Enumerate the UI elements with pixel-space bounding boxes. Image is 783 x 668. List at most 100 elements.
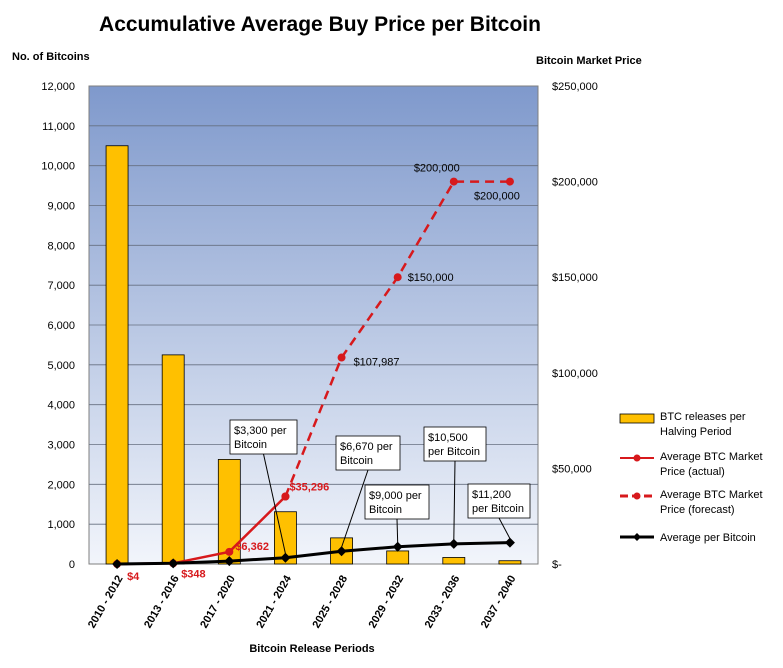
- callout-box: [335, 435, 401, 471]
- callout-pointer: [263, 453, 286, 554]
- callout-box: [423, 426, 487, 462]
- y-tick-label: 6,000: [47, 320, 75, 332]
- data-labels: $4 $348 $6,362 $35,296 $107,987 $150,000 $200,…: [127, 163, 520, 583]
- bar: [442, 557, 466, 565]
- line-series: [112, 177, 515, 569]
- y-tick-label: 0: [69, 559, 75, 571]
- legend-label: Average BTC Market: [660, 451, 763, 463]
- y-axis-ticks: 0 1,000 2,000 3,000 4,000 5,000 6,000 7,000 8,00…: [41, 81, 75, 571]
- y2-tick-label: $-: [552, 559, 562, 571]
- average-point: [336, 546, 347, 557]
- callout-box: [229, 419, 298, 455]
- y-tick-label: 8,000: [47, 240, 75, 252]
- x-tick-label: 2033 - 2036: [423, 574, 463, 631]
- y-tick-label: 9,000: [47, 201, 75, 213]
- y2-tick-label: $50,000: [552, 463, 592, 475]
- bar: [161, 354, 185, 565]
- callouts: $3,300 per Bitcoin $6,670 per Bitcoin $9,000…: [229, 419, 531, 554]
- y-tick-label: 7,000: [47, 280, 75, 292]
- average-point: [224, 556, 235, 567]
- callout-box: [467, 483, 531, 519]
- actual-price-label: $6,362: [235, 541, 269, 553]
- y-tick-label: 2,000: [47, 479, 75, 491]
- y-tick-label: 1,000: [47, 519, 75, 531]
- callout-pointer: [396, 518, 399, 543]
- forecast-point: [505, 177, 514, 186]
- legend-label-2: Price (forecast): [660, 504, 735, 516]
- legend-marker-actual: [633, 454, 641, 462]
- x-tick-label: 2029 - 2032: [367, 574, 407, 631]
- x-axis-title: Bitcoin Release Periods: [249, 643, 374, 655]
- y2-tick-label: $100,000: [552, 368, 598, 380]
- y-tick-label: 5,000: [47, 360, 75, 372]
- callout-pointer: [341, 469, 369, 548]
- callout-line-1: $6,670 per: [340, 441, 393, 453]
- y-tick-label: 11,000: [42, 121, 75, 133]
- actual-price-label: $348: [181, 568, 205, 580]
- forecast-price-label: $150,000: [408, 272, 454, 284]
- callout-line-2: Bitcoin: [340, 455, 373, 467]
- average-point: [168, 558, 179, 569]
- x-tick-label: 2017 - 2020: [198, 574, 238, 631]
- callout-line-1: $10,500: [428, 432, 468, 444]
- y-tick-label: 3,000: [47, 440, 75, 452]
- average-point: [448, 538, 459, 549]
- callout-line-2: Bitcoin: [369, 504, 402, 516]
- y2-axis-ticks: $- $50,000 $100,000 $150,000 $200,000 $250,00…: [552, 81, 598, 571]
- legend-swatch-bars: [619, 413, 655, 424]
- forecast-price-label: $200,000: [474, 191, 520, 203]
- bar: [105, 145, 129, 565]
- x-tick-label: 2037 - 2040: [479, 574, 519, 631]
- average-point: [392, 541, 403, 552]
- actual-point: [225, 547, 234, 556]
- bar: [274, 511, 297, 565]
- callout-line-1: $11,200: [472, 489, 511, 501]
- legend-label: BTC releases per: [660, 411, 746, 423]
- forecast-point: [337, 353, 346, 362]
- callout-line-1: $9,000 per: [369, 490, 422, 502]
- y2-tick-label: $250,000: [552, 81, 598, 93]
- average-point: [504, 537, 515, 548]
- y-axis-title: No. of Bitcoins: [12, 51, 90, 63]
- y2-tick-label: $200,000: [552, 177, 598, 189]
- actual-point: [281, 492, 290, 501]
- bar: [386, 550, 410, 565]
- forecast-point: [449, 177, 458, 186]
- average-point: [112, 558, 123, 569]
- forecast-price-label: $107,987: [354, 357, 400, 369]
- callout-pointer: [453, 460, 456, 540]
- forecast-point: [393, 273, 402, 282]
- series-line: [117, 541, 510, 566]
- legend-label: Average per Bitcoin: [660, 532, 756, 544]
- x-tick-label: 2021 - 2024: [254, 573, 294, 631]
- callout-pointer: [498, 517, 511, 539]
- forecast-price-label: $200,000: [414, 163, 460, 175]
- legend-marker-average: [633, 533, 641, 541]
- actual-price-label: $35,296: [289, 482, 329, 494]
- bar-series: [105, 145, 522, 565]
- y2-tick-label: $150,000: [552, 272, 598, 284]
- y2-axis-title: Bitcoin Market Price: [536, 55, 642, 67]
- chart-title: Accumulative Average Buy Price per Bitco…: [99, 13, 541, 36]
- callout-box: [364, 484, 430, 520]
- legend: BTC releases per Halving Period Average BT…: [619, 411, 763, 544]
- y-tick-label: 12,000: [41, 81, 75, 93]
- average-point: [280, 552, 291, 563]
- bar: [498, 560, 522, 565]
- actual-price-label: $4: [127, 571, 140, 583]
- x-tick-label: 2010 - 2012: [86, 574, 126, 631]
- legend-marker-forecast: [633, 492, 641, 500]
- x-tick-label: 2025 - 2028: [310, 574, 350, 631]
- y-tick-label: 10,000: [41, 161, 75, 173]
- x-tick-label: 2013 - 2016: [142, 574, 182, 631]
- legend-label-2: Price (actual): [660, 466, 725, 478]
- callout-line-2: per Bitcoin: [428, 446, 480, 458]
- category-labels: 2010 - 2012 2013 - 2016 2017 - 2020 2021 - …: [86, 573, 519, 631]
- y-tick-label: 4,000: [47, 400, 75, 412]
- callout-line-1: $3,300 per: [234, 425, 287, 437]
- legend-label: Average BTC Market: [660, 489, 763, 501]
- callout-line-2: Bitcoin: [234, 439, 267, 451]
- callout-line-2: per Bitcoin: [472, 503, 524, 515]
- legend-label-2: Halving Period: [660, 426, 732, 438]
